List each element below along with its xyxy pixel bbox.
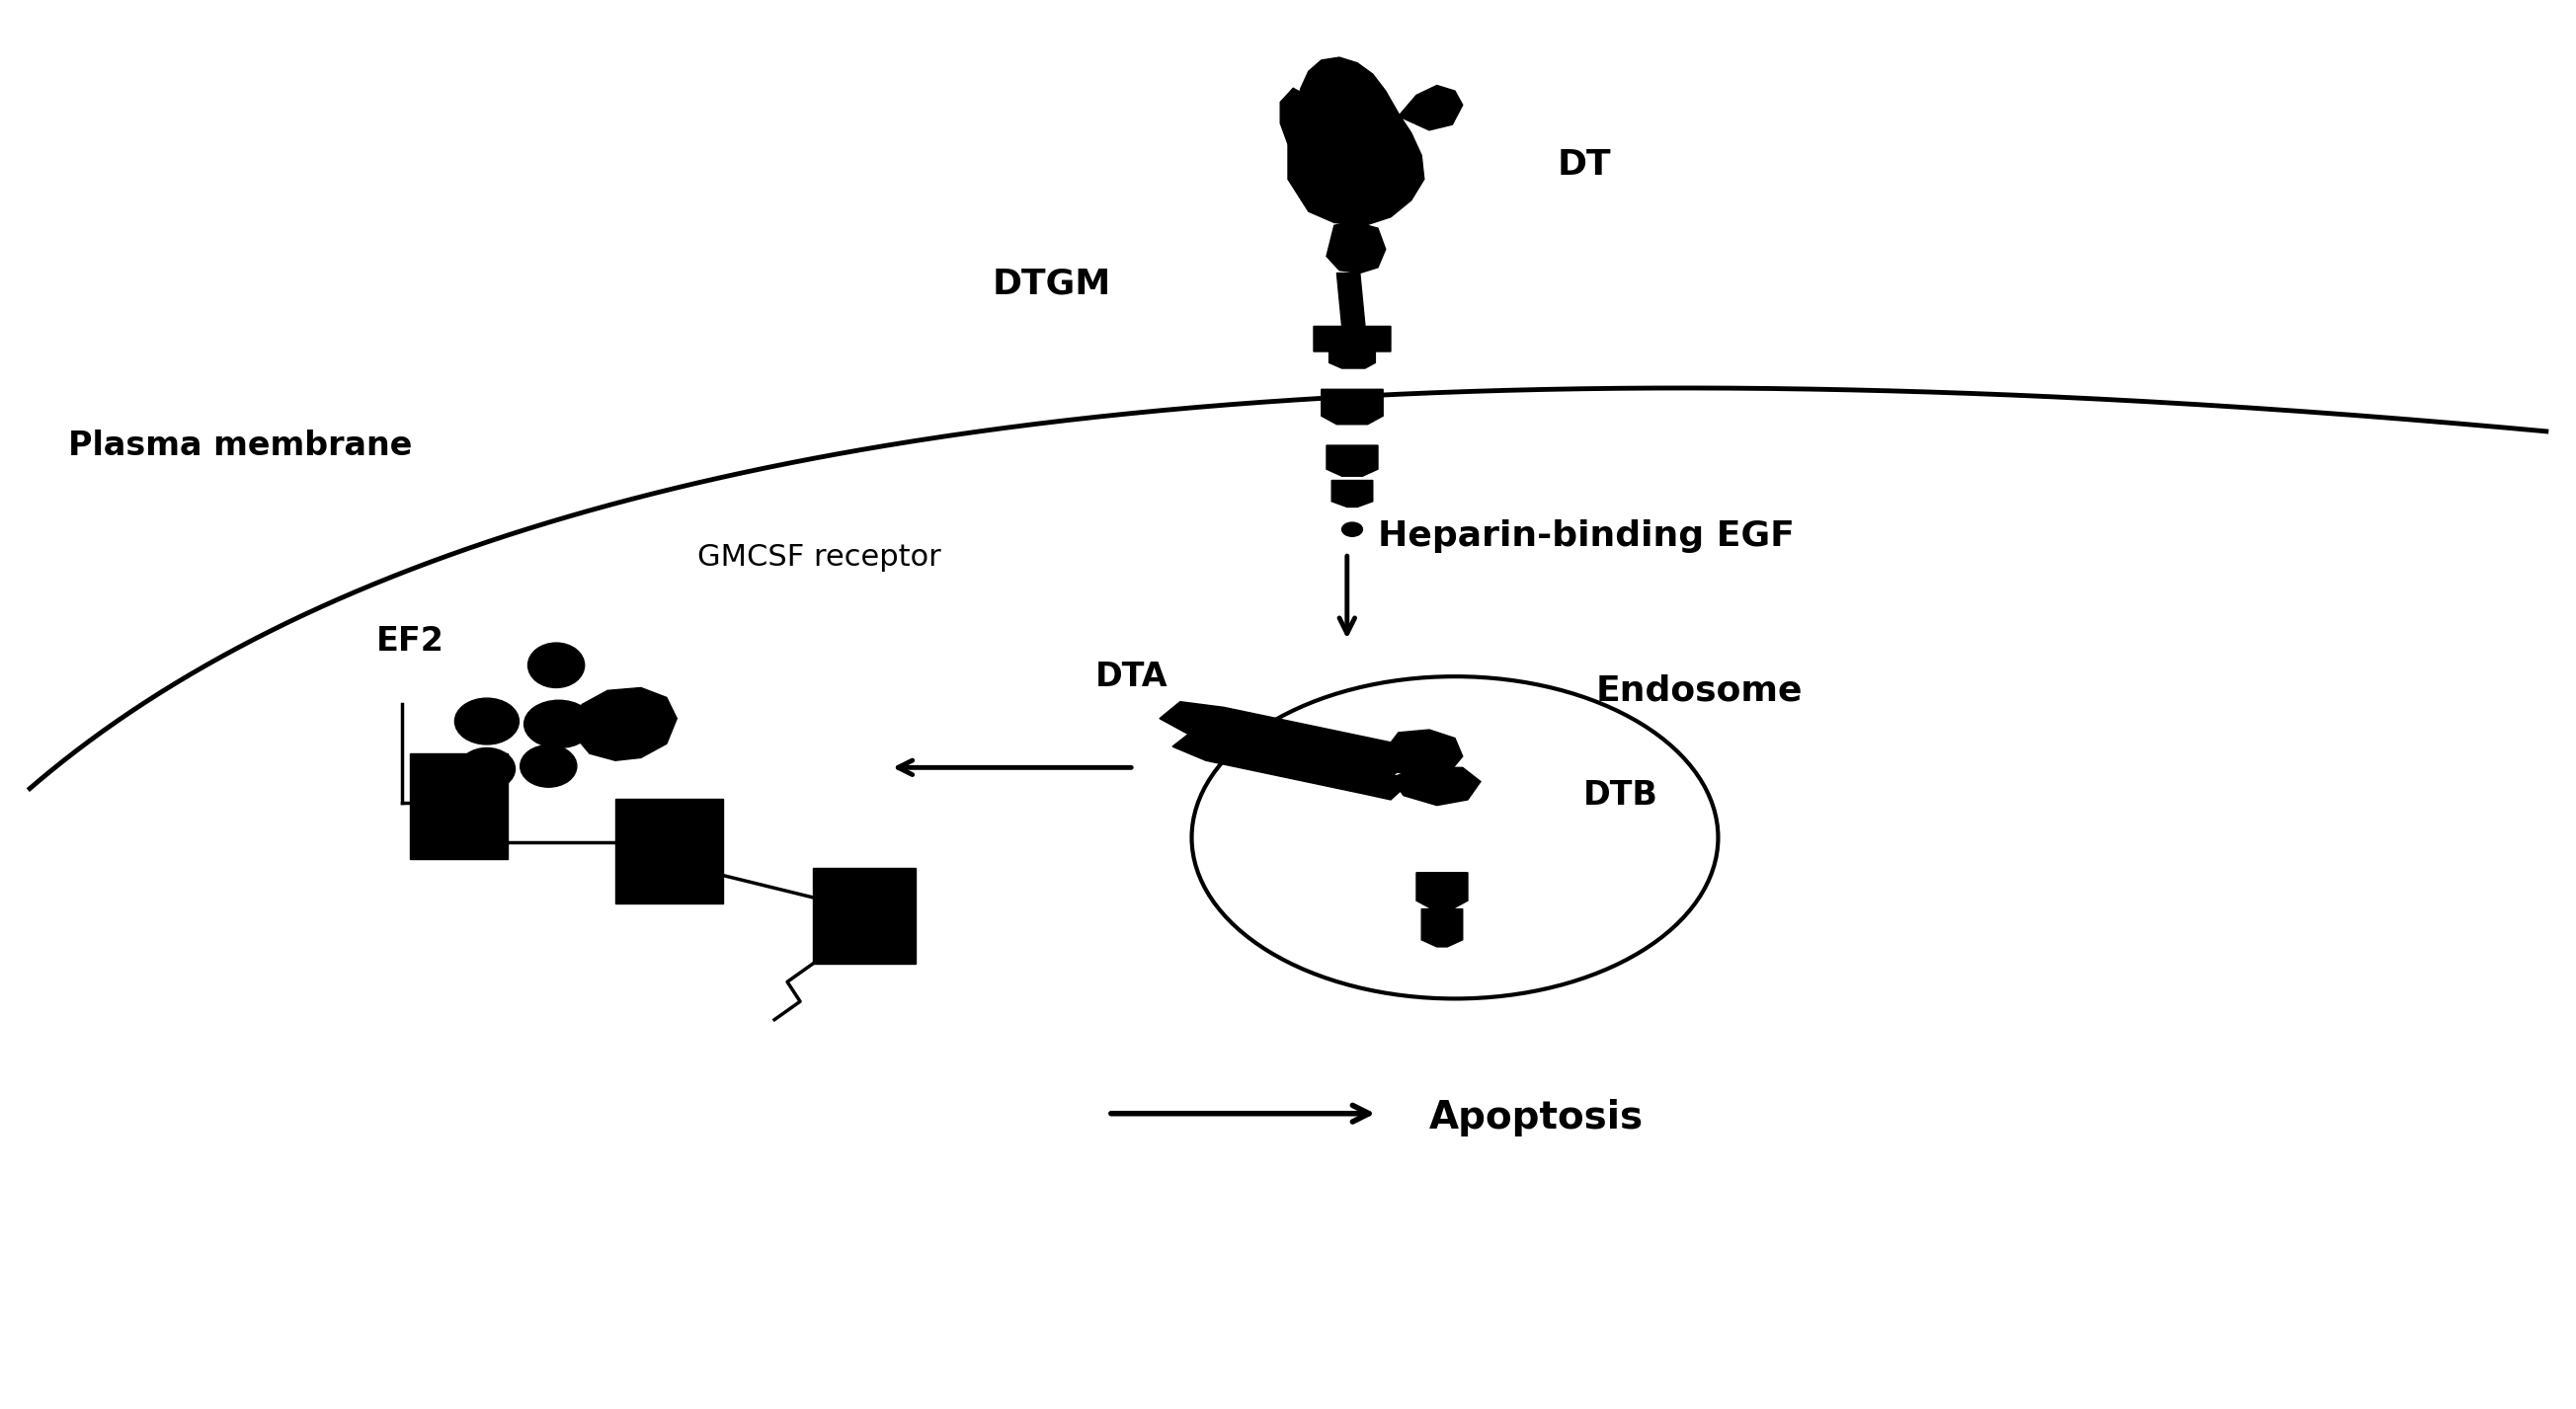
Text: DT: DT: [1558, 148, 1613, 182]
Polygon shape: [1422, 909, 1463, 947]
Polygon shape: [1327, 221, 1386, 273]
Ellipse shape: [520, 745, 577, 788]
Text: Plasma membrane: Plasma membrane: [70, 430, 412, 462]
Ellipse shape: [456, 699, 518, 744]
Polygon shape: [1288, 58, 1425, 225]
Text: DTB: DTB: [1584, 779, 1659, 812]
Polygon shape: [1337, 273, 1365, 327]
Text: Apoptosis: Apoptosis: [1430, 1099, 1643, 1137]
Ellipse shape: [459, 748, 515, 790]
Ellipse shape: [523, 700, 592, 748]
Polygon shape: [1321, 389, 1383, 424]
Text: Heparin-binding EGF: Heparin-binding EGF: [1378, 520, 1795, 554]
Text: GMCSF receptor: GMCSF receptor: [698, 542, 940, 572]
Polygon shape: [1391, 768, 1481, 806]
Ellipse shape: [528, 643, 585, 688]
Polygon shape: [1386, 730, 1463, 778]
Polygon shape: [1314, 327, 1391, 368]
Polygon shape: [1417, 872, 1468, 909]
Text: DTA: DTA: [1095, 661, 1167, 693]
Text: DTGM: DTGM: [992, 268, 1110, 302]
Bar: [814, 868, 914, 964]
Polygon shape: [1159, 702, 1412, 778]
Polygon shape: [1332, 480, 1373, 507]
Polygon shape: [1399, 86, 1463, 130]
Text: Endosome: Endosome: [1597, 674, 1803, 707]
Polygon shape: [1280, 89, 1306, 144]
Polygon shape: [574, 688, 677, 761]
Ellipse shape: [1342, 523, 1363, 537]
Text: EF2: EF2: [376, 626, 446, 658]
Polygon shape: [1172, 733, 1406, 800]
Bar: [616, 799, 724, 903]
Bar: [410, 754, 507, 858]
Polygon shape: [1327, 445, 1378, 476]
